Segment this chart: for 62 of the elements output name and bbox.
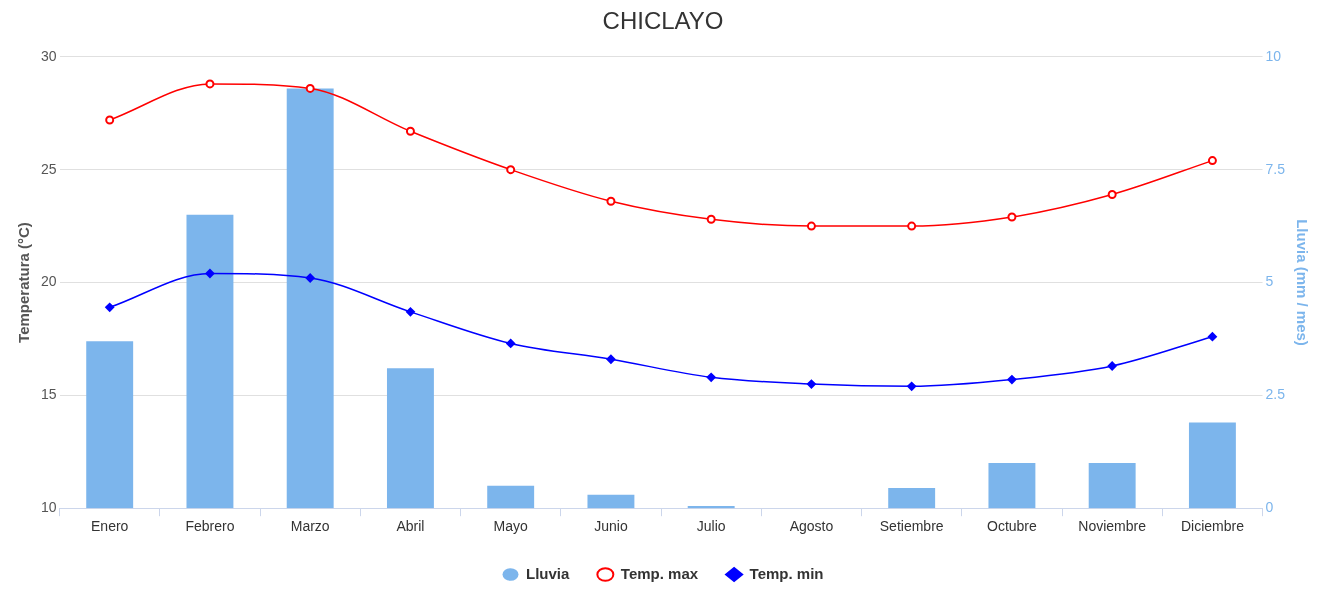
- y-tick-label: 15: [40, 386, 57, 403]
- point: [706, 372, 716, 382]
- point: [1107, 361, 1117, 371]
- x-tick-label: Diciembre: [1180, 518, 1245, 535]
- x-tick-label: Marzo: [290, 518, 330, 535]
- point: [1207, 156, 1217, 166]
- point: [1007, 212, 1017, 222]
- bar: [888, 487, 936, 509]
- y-tick-label: 30: [40, 47, 57, 64]
- point: [305, 273, 315, 283]
- y-tick-label: 10: [40, 499, 57, 516]
- point: [706, 214, 716, 224]
- x-tick-label: Octubre: [987, 518, 1038, 535]
- point: [105, 302, 115, 312]
- x-tick-label: Junio: [594, 518, 628, 535]
- bar: [1088, 463, 1136, 509]
- y2-tick-label: 2.5: [1265, 386, 1286, 403]
- point: [606, 354, 616, 364]
- x-tick-label: Noviembre: [1078, 518, 1147, 535]
- bar: [386, 368, 434, 509]
- x-tick-label: Agosto: [789, 518, 834, 535]
- bar: [186, 214, 234, 509]
- point: [205, 79, 215, 89]
- point: [405, 126, 415, 136]
- bar: [286, 88, 334, 509]
- bar: [587, 494, 635, 509]
- y2-tick-label: 0: [1265, 499, 1274, 516]
- chart-title: CHICLAYO: [602, 7, 724, 35]
- y2-tick-label: 5: [1265, 273, 1274, 290]
- point: [806, 379, 816, 389]
- point: [1207, 332, 1217, 342]
- x-tick-label: Mayo: [493, 518, 529, 535]
- bar: [1188, 422, 1236, 509]
- x-tick-label: Abril: [396, 518, 425, 535]
- point: [105, 115, 115, 125]
- point: [506, 338, 516, 348]
- y2-tick-label: 10: [1265, 47, 1282, 64]
- x-tick-label: Febrero: [185, 518, 235, 535]
- y-axis-title: Temperatura (°C): [15, 222, 33, 343]
- legend-label: Temp. min: [749, 564, 824, 582]
- point: [305, 83, 315, 93]
- point: [907, 381, 917, 391]
- point: [1007, 375, 1017, 385]
- x-tick-label: Enero: [91, 518, 129, 535]
- legend-label: Lluvia: [526, 564, 571, 582]
- y-tick-label: 25: [40, 160, 57, 177]
- bar: [988, 463, 1036, 509]
- x-tick-label: Setiembre: [879, 518, 944, 535]
- point: [405, 307, 415, 317]
- point: [506, 165, 516, 175]
- point: [907, 221, 917, 231]
- bar: [487, 485, 535, 509]
- point: [1107, 189, 1117, 199]
- point: [205, 268, 215, 278]
- y-tick-label: 20: [40, 273, 57, 290]
- y2-tick-label: 7.5: [1265, 160, 1286, 177]
- legend-label: Temp. max: [620, 564, 699, 582]
- y2-axis-title: Lluvia (mm / mes): [1293, 219, 1311, 346]
- x-tick-label: Julio: [696, 518, 726, 535]
- point: [606, 196, 616, 206]
- bar: [86, 341, 134, 509]
- point: [806, 221, 816, 231]
